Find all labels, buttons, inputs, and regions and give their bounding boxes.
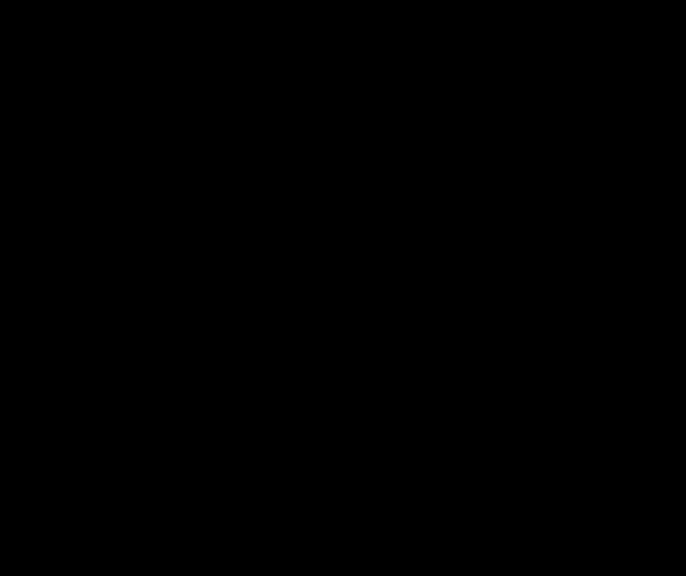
blank-canvas [0, 0, 686, 576]
